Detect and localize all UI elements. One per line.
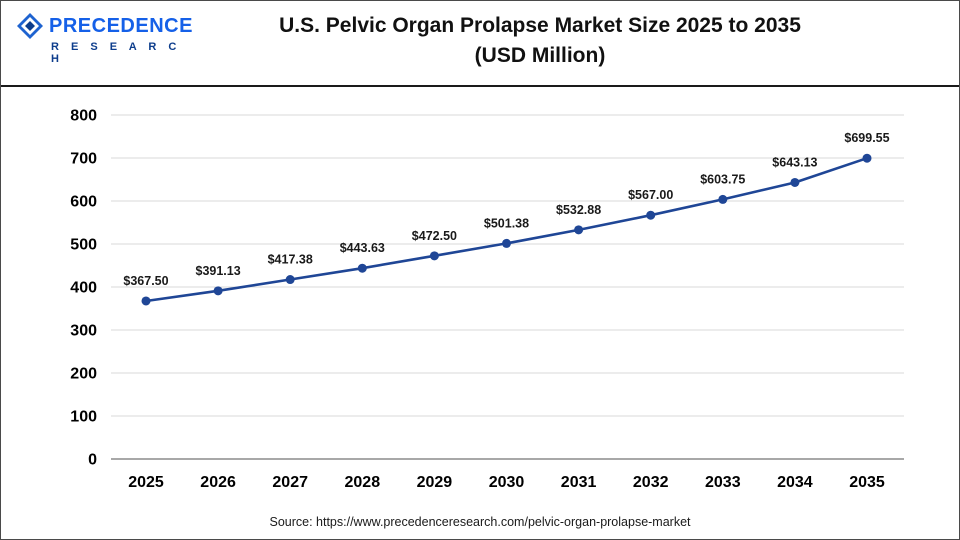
chart-title-line1: U.S. Pelvic Organ Prolapse Market Size 2…: [279, 14, 801, 37]
data-label: $367.50: [123, 274, 168, 288]
data-point: [862, 153, 872, 163]
data-label: $472.50: [412, 229, 457, 243]
data-point: [357, 263, 367, 273]
data-label: $532.88: [556, 203, 601, 217]
y-tick-label: 300: [70, 323, 97, 340]
x-tick-label: 2034: [777, 474, 813, 491]
y-tick-label: 100: [70, 409, 97, 426]
data-label: $699.55: [844, 131, 889, 145]
y-tick-label: 200: [70, 366, 97, 383]
data-label: $603.75: [700, 172, 745, 186]
chart-title-line2: (USD Million): [474, 44, 606, 68]
data-label: $643.13: [772, 155, 817, 169]
data-point: [502, 238, 511, 248]
chart-title: U.S. Pelvic Organ Prolapse Market Size 2…: [201, 11, 879, 72]
precedence-research-logo: PRECEDENCE R E S E A R C H: [17, 13, 192, 65]
y-tick-label: 500: [70, 237, 97, 254]
data-label: $417.38: [268, 253, 313, 267]
x-tick-label: 2033: [705, 474, 741, 491]
x-tick-label: 2035: [849, 474, 885, 491]
market-line-chart: 0 100 200 300 400 500 600 700 800 2025 2026 2027 202…: [70, 108, 904, 491]
data-label: $567.00: [628, 188, 673, 202]
logo-text-precedence: PRECEDENCE: [49, 14, 193, 37]
data-point: [574, 225, 584, 235]
x-tick-label: 2032: [633, 474, 669, 491]
y-tick-label: 400: [70, 280, 97, 297]
x-tick-label: 2025: [128, 474, 164, 491]
logo-text-research: R E S E A R C H: [51, 41, 181, 65]
x-tick-label: 2028: [345, 474, 381, 491]
data-label: $443.63: [340, 241, 385, 255]
x-tick-label: 2029: [417, 474, 453, 491]
source-note: Source: https://www.precedenceresearch.c…: [269, 515, 691, 529]
data-point: [790, 177, 800, 187]
x-tick-label: 2026: [200, 474, 236, 491]
data-point: [429, 251, 439, 261]
data-point: [646, 210, 656, 220]
x-tick-label: 2031: [561, 474, 597, 491]
chart-area: 0 100 200 300 400 500 600 700 800 2025 2026 2027 202…: [1, 87, 959, 511]
data-point: [213, 286, 223, 296]
data-label: $501.38: [484, 216, 529, 230]
logo-icon: [17, 13, 43, 39]
x-tick-label: 2027: [272, 474, 308, 491]
y-tick-label: 700: [70, 151, 97, 168]
x-tick-label: 2030: [489, 474, 525, 491]
data-point: [718, 194, 728, 204]
data-label: $391.13: [196, 264, 241, 278]
y-tick-label: 0: [88, 452, 97, 469]
data-point: [285, 275, 295, 285]
data-point: [141, 296, 151, 306]
header: PRECEDENCE R E S E A R C H U.S. Pelvic O…: [1, 1, 959, 87]
y-tick-label: 800: [70, 108, 97, 125]
y-tick-label: 600: [70, 194, 97, 211]
